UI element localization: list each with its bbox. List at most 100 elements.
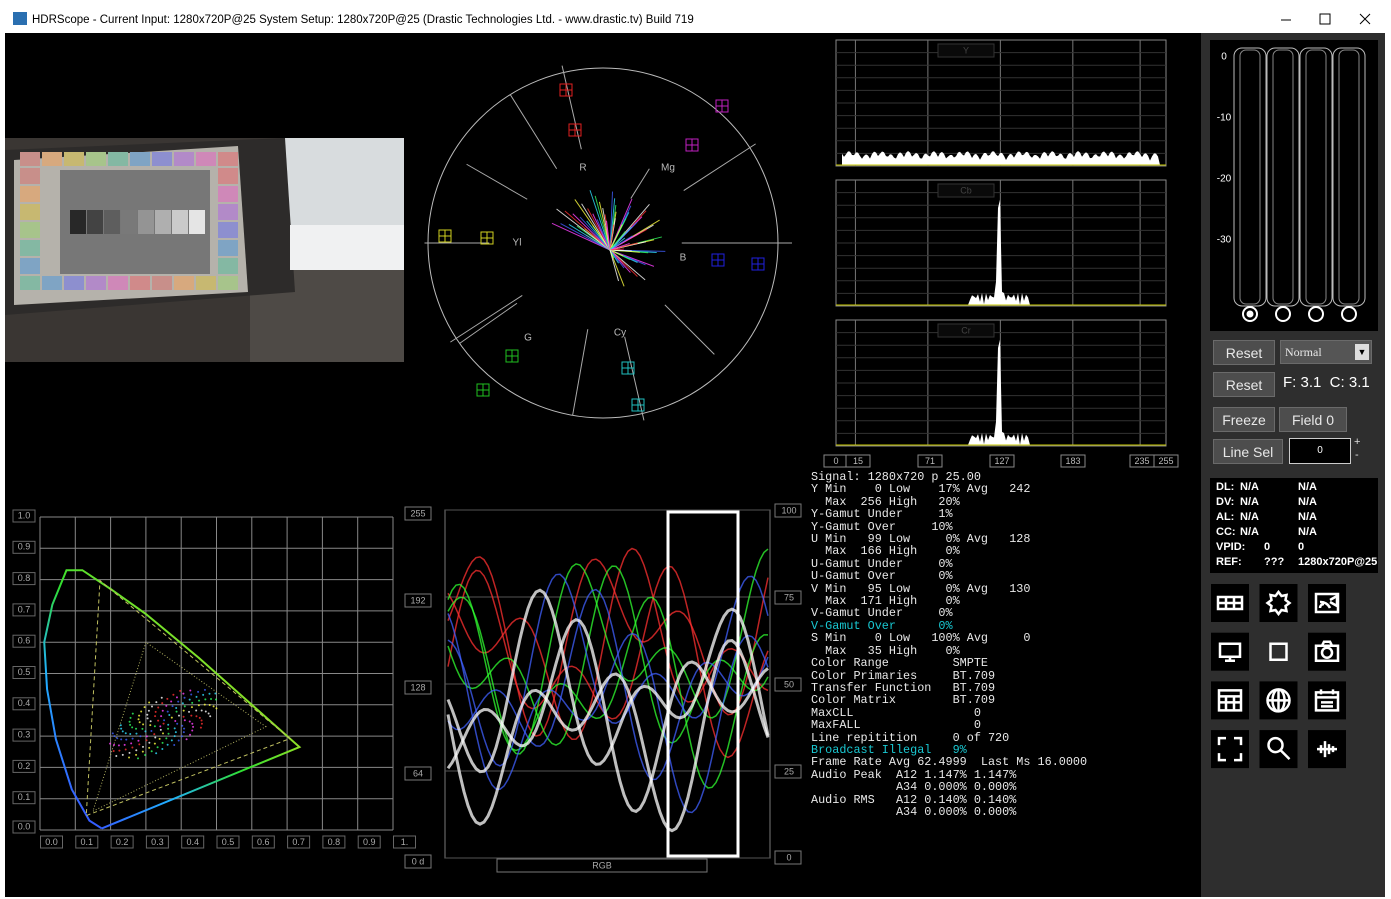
cie-sample bbox=[197, 690, 200, 693]
chart-patch bbox=[218, 152, 238, 166]
stats-line: Max 166 High 0% bbox=[811, 544, 960, 559]
cie-sample bbox=[181, 724, 184, 727]
cie-sample bbox=[157, 706, 160, 709]
chart-patch bbox=[218, 186, 238, 202]
cie-sample bbox=[159, 728, 162, 731]
chart-patch bbox=[20, 168, 40, 184]
cie-sample bbox=[149, 724, 152, 727]
cie-sample bbox=[171, 705, 174, 708]
cie-sample bbox=[138, 743, 141, 746]
vectorscope-target-grid bbox=[712, 254, 724, 266]
audio-meter-inner bbox=[1239, 49, 1261, 305]
close-button[interactable] bbox=[1359, 13, 1371, 25]
tick-box bbox=[12, 666, 36, 679]
audio-meter-inner bbox=[1272, 49, 1294, 305]
field-button[interactable]: Field 0 bbox=[1279, 407, 1347, 432]
cie-x-tick: 0.0 bbox=[45, 837, 58, 847]
icon-glyph bbox=[1314, 689, 1340, 712]
cie-x-tick: 0.4 bbox=[186, 837, 199, 847]
histogram-fill bbox=[842, 151, 1160, 165]
increment[interactable]: + bbox=[1354, 436, 1361, 448]
cie-sample bbox=[173, 743, 176, 746]
chart-patch bbox=[152, 152, 172, 166]
cie-sample bbox=[154, 715, 157, 718]
waveform-trace bbox=[447, 548, 769, 755]
icon-button[interactable] bbox=[1211, 730, 1249, 769]
chart-patch bbox=[218, 204, 238, 220]
info-cell: N/A bbox=[1240, 511, 1259, 523]
waveform-trace bbox=[447, 565, 769, 746]
chart-patch bbox=[218, 276, 238, 290]
icon-button[interactable] bbox=[1259, 632, 1298, 671]
vectorscope-target-grid bbox=[477, 384, 489, 396]
tick-box bbox=[145, 835, 169, 849]
vectorscope-axis bbox=[450, 295, 523, 343]
cie-sample bbox=[155, 752, 158, 755]
cie-sample bbox=[150, 730, 153, 733]
cie-sample bbox=[120, 738, 123, 741]
cie-sample bbox=[176, 722, 179, 725]
chart-patch bbox=[20, 152, 40, 166]
freeze-button[interactable]: Freeze bbox=[1213, 407, 1275, 432]
icon-button[interactable] bbox=[1259, 584, 1298, 622]
chart-patch bbox=[86, 276, 106, 290]
waveform-clip bbox=[666, 510, 740, 858]
tick-box bbox=[12, 728, 36, 742]
chart-patch bbox=[42, 276, 62, 290]
cie-y-tick: 1.0 bbox=[18, 510, 31, 520]
tick-box bbox=[251, 835, 275, 849]
tick-box bbox=[12, 572, 36, 586]
cie-sample bbox=[141, 745, 144, 748]
line-sel-button[interactable]: Line Sel bbox=[1213, 439, 1283, 464]
tick-box bbox=[404, 506, 432, 521]
tick-box bbox=[774, 503, 802, 518]
stats-line: Frame Rate Avg 62.4999 Last Ms 16.0000 bbox=[811, 755, 1088, 770]
chart-patch bbox=[64, 152, 84, 166]
cie-sample bbox=[185, 738, 188, 741]
reset-button[interactable]: Reset bbox=[1213, 340, 1275, 365]
icon-button[interactable] bbox=[1308, 681, 1346, 720]
vectorscope-trace bbox=[609, 249, 624, 257]
cie-x-tick: 0.1 bbox=[81, 837, 94, 847]
stats-line: Color Primaries BT.709 bbox=[811, 668, 996, 683]
icon-button[interactable] bbox=[1211, 632, 1249, 671]
cie-sample bbox=[144, 754, 147, 757]
maximize-button[interactable] bbox=[1319, 13, 1331, 25]
vectorscope-target-grid bbox=[481, 232, 493, 244]
cie-x-tick: 0.2 bbox=[116, 837, 129, 847]
vectorscope-target-grid bbox=[632, 399, 644, 411]
cie-sample bbox=[167, 723, 170, 726]
vectorscope-target-grid bbox=[560, 84, 572, 96]
info-cell: N/A bbox=[1298, 526, 1317, 538]
cie-sample bbox=[128, 756, 131, 759]
info-cell: 1280x720P@25 bbox=[1298, 556, 1378, 568]
cie-x-tick: 0.3 bbox=[151, 837, 164, 847]
decrement[interactable]: - bbox=[1355, 449, 1359, 461]
reset-button[interactable]: Reset bbox=[1213, 372, 1275, 397]
icon-button[interactable] bbox=[1308, 632, 1346, 671]
waveform-right-tick: 25 bbox=[784, 766, 794, 776]
cie-sample bbox=[212, 705, 215, 708]
audio-solo-dot bbox=[1246, 310, 1254, 318]
stats-line: V-Gamut Over 0% bbox=[811, 618, 953, 633]
waveform-right-tick: 75 bbox=[784, 592, 794, 602]
cie-sample bbox=[113, 735, 116, 738]
cie-y-tick: 0.3 bbox=[18, 729, 31, 739]
mode-dropdown[interactable]: Normal ▼ bbox=[1280, 340, 1372, 364]
info-cell: AL: bbox=[1216, 511, 1235, 523]
info-cell: DV: bbox=[1216, 496, 1235, 508]
waveform-left-tick: 255 bbox=[410, 508, 425, 518]
cie-sample bbox=[198, 699, 201, 702]
line-input[interactable]: 0 bbox=[1289, 438, 1351, 464]
vectorscope-axis bbox=[572, 329, 589, 416]
cie-sample bbox=[130, 742, 133, 745]
cie-sample bbox=[215, 707, 218, 710]
waveform-label-box bbox=[496, 858, 708, 873]
icon-button[interactable] bbox=[1259, 730, 1298, 769]
cie-sample bbox=[170, 700, 173, 703]
icon-button[interactable] bbox=[1211, 681, 1249, 720]
cie-sample bbox=[154, 710, 157, 713]
cie-sample bbox=[179, 689, 182, 692]
